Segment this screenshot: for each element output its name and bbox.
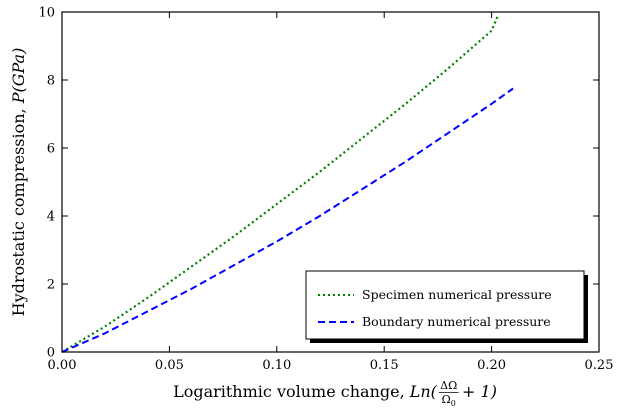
y-axis-title: Hydrostatic compression, P(GPa) xyxy=(9,48,28,317)
legend-box xyxy=(305,270,585,340)
x-axis-title-text: Logarithmic volume change, xyxy=(173,382,410,401)
y-tick-label: 8 xyxy=(47,74,55,89)
y-tick-label: 10 xyxy=(38,6,55,21)
x-tick-label: 0.00 xyxy=(48,358,77,373)
legend: Specimen numerical pressure Boundary num… xyxy=(305,270,588,343)
plot-frame xyxy=(61,11,600,353)
x-tick-label: 0.25 xyxy=(585,358,614,373)
x-tick-label: 0.15 xyxy=(370,358,399,373)
series-layer xyxy=(61,14,514,353)
x-axis-title-prefix: Ln( xyxy=(409,382,438,401)
y-axis-title-text: Hydrostatic compression, xyxy=(9,103,28,316)
y-tick-label: 2 xyxy=(47,278,55,293)
legend-label-boundary: Boundary numerical pressure xyxy=(362,314,551,329)
fraction-numerator: ΔΩ xyxy=(440,379,457,392)
legend-label-specimen: Specimen numerical pressure xyxy=(362,287,552,302)
x-tick-label: 0.20 xyxy=(477,358,506,373)
x-tick-label: 0.05 xyxy=(155,358,184,373)
y-tick-label: 4 xyxy=(47,210,55,225)
x-tick-label: 0.10 xyxy=(262,358,291,373)
y-axis-title-math: P(GPa) xyxy=(9,48,28,105)
y-tick-label: 6 xyxy=(47,142,55,157)
x-axis-title: Logarithmic volume change, Ln( + 1) xyxy=(173,382,497,401)
x-axis-title-suffix: + 1) xyxy=(462,382,497,401)
fraction-denominator: Ω0 xyxy=(442,393,456,408)
y-tick-label: 0 xyxy=(47,346,55,361)
series-line-1 xyxy=(61,87,514,353)
x-axis-title-fraction: ΔΩ Ω0 xyxy=(438,379,459,408)
